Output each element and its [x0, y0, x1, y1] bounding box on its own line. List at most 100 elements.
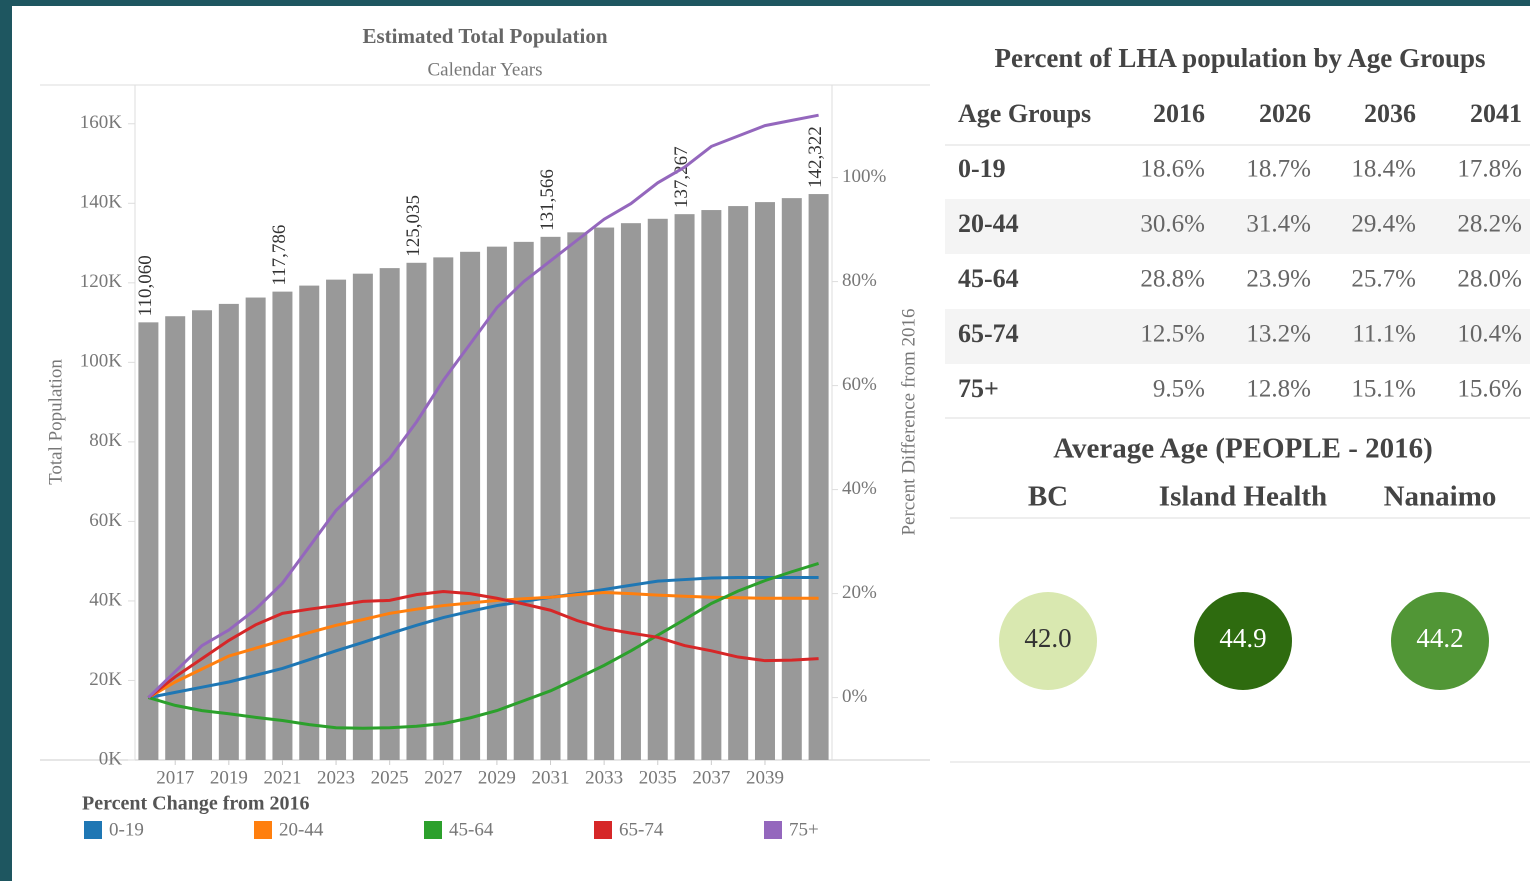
- table-row-bg: [945, 309, 1530, 364]
- legend-label: 0-19: [109, 819, 144, 840]
- chart-subtitle: Calendar Years: [427, 59, 542, 80]
- table-header: 2036: [1364, 99, 1416, 128]
- table-cell: 28.8%: [1140, 266, 1205, 293]
- bar: [406, 262, 427, 760]
- legend-title: Percent Change from 2016: [82, 793, 310, 815]
- legend-label: 45-64: [449, 819, 494, 840]
- table-cell: 15.1%: [1351, 376, 1416, 403]
- table-cell: 31.4%: [1246, 211, 1311, 238]
- bar: [138, 322, 159, 760]
- bar: [379, 268, 400, 760]
- y2-tick-label: 80%: [842, 270, 877, 291]
- x-tick-label: 2017: [156, 767, 194, 788]
- bar: [433, 257, 454, 760]
- table-row-label: 45-64: [958, 264, 1019, 293]
- table-cell: 23.9%: [1246, 266, 1311, 293]
- table-cell: 29.4%: [1351, 211, 1416, 238]
- bar: [701, 210, 722, 760]
- table-row-label: 0-19: [958, 154, 1006, 183]
- table-cell: 13.2%: [1246, 321, 1311, 348]
- bar: [486, 246, 507, 761]
- table-cell: 12.5%: [1140, 321, 1205, 348]
- table-row-bg: [945, 199, 1530, 254]
- legend-label: 65-74: [619, 819, 664, 840]
- table-cell: 9.5%: [1153, 376, 1205, 403]
- y-tick-label: 80K: [89, 430, 122, 451]
- table-row-label: 75+: [958, 374, 999, 403]
- table-cell: 25.7%: [1351, 266, 1416, 293]
- y-tick-label: 40K: [89, 589, 122, 610]
- y-tick-label: 160K: [80, 112, 123, 133]
- table-cell: 15.6%: [1457, 376, 1522, 403]
- average-age-circle: [1391, 592, 1489, 690]
- bar: [808, 194, 829, 760]
- bar: [728, 206, 749, 761]
- value-label: 137,267: [671, 146, 692, 208]
- y-tick-label: 0K: [99, 748, 123, 769]
- legend-swatch: [424, 821, 442, 839]
- table-header: 2041: [1470, 99, 1522, 128]
- x-tick-label: 2039: [746, 767, 784, 788]
- table-cell: 17.8%: [1457, 156, 1522, 183]
- bar: [620, 223, 641, 761]
- table-header: 2026: [1259, 99, 1311, 128]
- bar: [754, 202, 775, 760]
- bar: [513, 241, 534, 761]
- x-tick-label: 2021: [263, 767, 301, 788]
- line: [148, 575, 819, 700]
- legend-swatch: [764, 821, 782, 839]
- y-tick-label: 100K: [80, 351, 123, 372]
- table-row-label: 20-44: [958, 209, 1019, 238]
- average-age-value: 44.9: [1219, 623, 1266, 653]
- average-age-label: BC: [1028, 481, 1068, 513]
- value-label: 125,035: [403, 195, 424, 257]
- chart-title: Estimated Total Population: [362, 24, 607, 48]
- x-tick-label: 2037: [692, 767, 730, 788]
- value-label: 131,566: [537, 169, 558, 231]
- value-label: 117,786: [269, 225, 290, 286]
- line: [147, 562, 820, 730]
- y-tick-label: 140K: [80, 192, 123, 213]
- table-title: Percent of LHA population by Age Groups: [994, 43, 1485, 73]
- y2-tick-label: 20%: [842, 582, 877, 603]
- bar: [272, 291, 293, 760]
- x-tick-label: 2019: [210, 767, 248, 788]
- y2-tick-label: 40%: [842, 478, 877, 499]
- line: [147, 591, 819, 699]
- legend-label: 75+: [789, 819, 819, 840]
- bar: [299, 285, 320, 760]
- line: [147, 113, 819, 699]
- table-cell: 18.4%: [1351, 156, 1416, 183]
- bar: [165, 316, 186, 760]
- y-tick-label: 60K: [89, 510, 122, 531]
- bar: [326, 279, 347, 760]
- legend-swatch: [594, 821, 612, 839]
- bar: [674, 214, 695, 760]
- table-row-label: 65-74: [958, 319, 1019, 348]
- average-age-circle: [999, 592, 1097, 690]
- x-tick-label: 2027: [424, 767, 462, 788]
- bar: [460, 251, 481, 760]
- value-label: 142,322: [805, 126, 826, 188]
- line: [147, 590, 819, 699]
- y2-tick-label: 100%: [842, 166, 887, 187]
- x-tick-label: 2035: [639, 767, 677, 788]
- bar: [192, 310, 213, 760]
- table-cell: 12.8%: [1246, 376, 1311, 403]
- value-label: 110,060: [135, 255, 156, 316]
- average-age-label: Island Health: [1159, 481, 1327, 513]
- y-tick-label: 20K: [89, 669, 122, 690]
- table-cell: 18.7%: [1246, 156, 1311, 183]
- table-cell: 30.6%: [1140, 211, 1205, 238]
- table-cell: 28.0%: [1457, 266, 1522, 293]
- bar: [594, 227, 615, 760]
- y2-axis-title: Percent Difference from 2016: [898, 308, 919, 535]
- average-age-value: 42.0: [1024, 623, 1071, 653]
- x-tick-label: 2029: [478, 767, 516, 788]
- bar: [647, 218, 668, 760]
- bar: [540, 236, 561, 760]
- x-tick-label: 2033: [585, 767, 623, 788]
- average-age-value: 44.2: [1416, 623, 1463, 653]
